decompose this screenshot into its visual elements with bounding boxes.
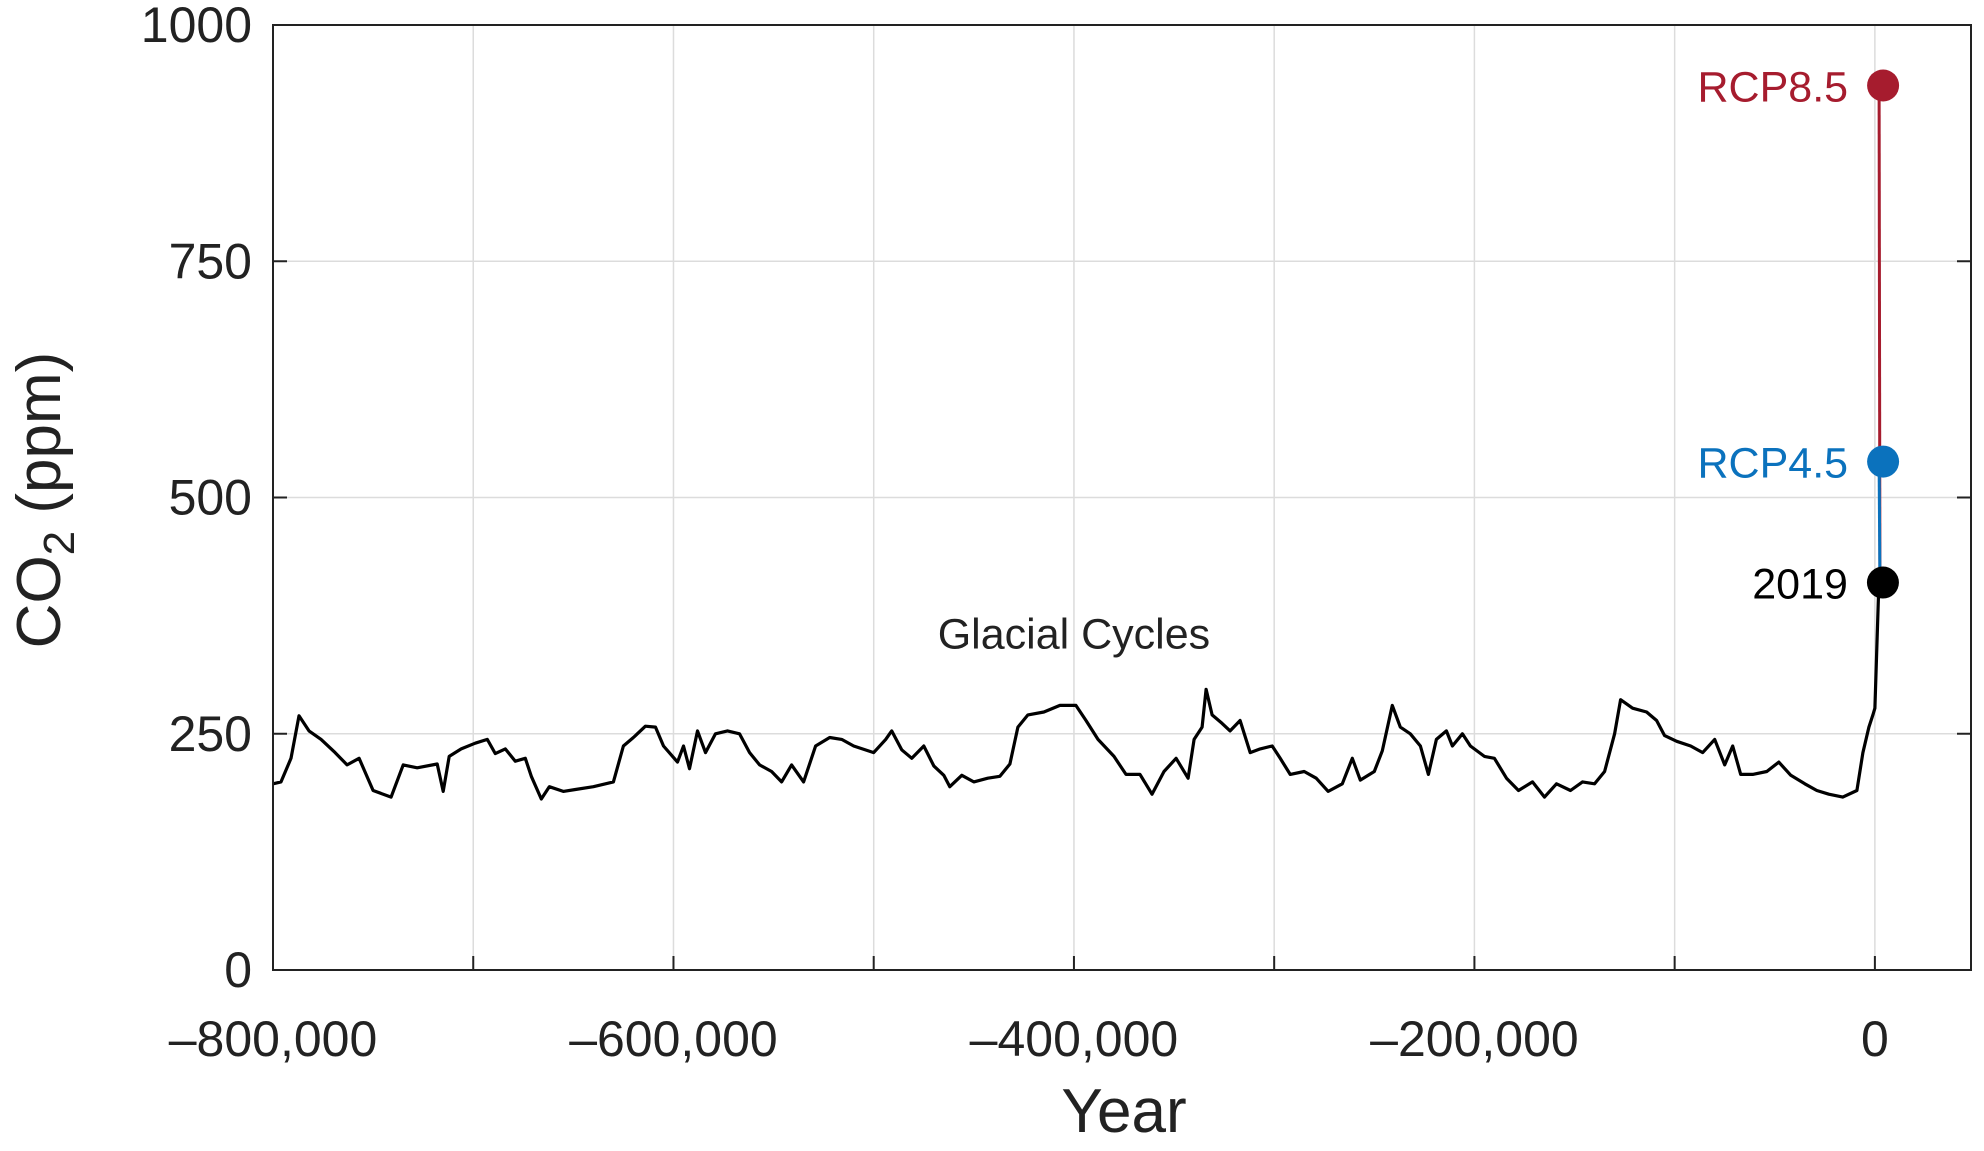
y-tick-label: 250 (169, 706, 252, 762)
x-tick-label: –200,000 (1370, 1011, 1579, 1067)
y-tick-label: 0 (224, 942, 252, 998)
marker-rcp45 (1867, 445, 1900, 478)
y-axis-label-unit: (ppm) (5, 352, 74, 531)
y-axis-label-subscript: 2 (35, 531, 84, 555)
marker-2019 (1866, 566, 1899, 599)
grid-lines (272, 24, 1971, 971)
y-axis-label-main: CO (5, 555, 74, 648)
series-layer (272, 582, 1881, 801)
projection-line-rcp45 (1877, 461, 1882, 583)
y-axis-label: CO2 (ppm) (5, 352, 84, 649)
marker-rcp85 (1867, 69, 1900, 102)
y-tick-label: 750 (169, 233, 252, 289)
x-tick-label: –400,000 (970, 1011, 1179, 1067)
axis-ticks: 0 250 500 750 1000 –800,000 –600,000 –400,000 –2… (141, 0, 1971, 1067)
x-tick-label: 0 (1861, 1011, 1889, 1067)
markers-layer: RCP8.5 RCP4.5 2019 (1698, 63, 1900, 609)
y-tick-label: 1000 (141, 0, 252, 53)
y-tick-label: 500 (169, 470, 252, 526)
marker-label: RCP8.5 (1698, 63, 1849, 111)
x-axis-label: Year (1061, 1077, 1186, 1146)
marker-label: RCP4.5 (1698, 440, 1849, 488)
x-tick-label: –600,000 (569, 1011, 778, 1067)
co2-series-line (272, 582, 1881, 801)
annotation-glacial-cycles: Glacial Cycles (938, 611, 1210, 659)
marker-label: 2019 (1752, 561, 1848, 609)
x-tick-label: –800,000 (169, 1011, 378, 1067)
